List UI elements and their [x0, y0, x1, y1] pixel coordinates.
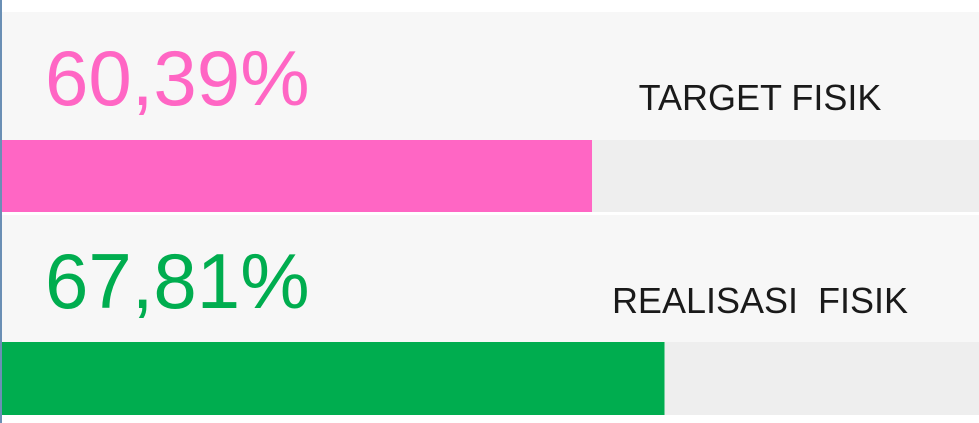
progress-bar [2, 140, 593, 212]
left-border [0, 0, 2, 423]
category-label: TARGET FISIK [639, 77, 882, 118]
panel-background [2, 215, 979, 342]
value-label: 67,81% [45, 237, 310, 325]
category-label: REALISASI FISIK [612, 280, 908, 321]
value-label: 60,39% [45, 34, 310, 122]
progress-bar [2, 342, 665, 415]
panel-background [2, 12, 979, 140]
